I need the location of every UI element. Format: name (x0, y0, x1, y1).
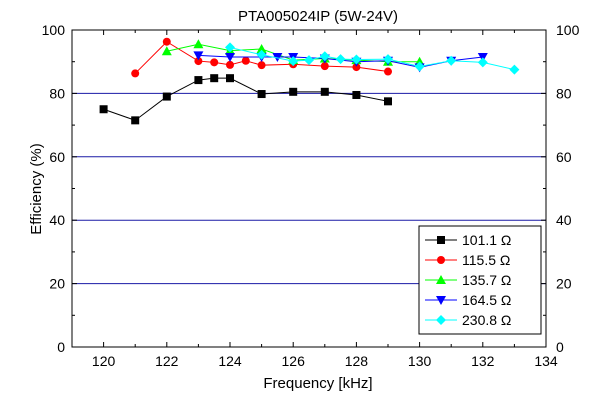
data-point (437, 236, 445, 244)
data-point (226, 60, 234, 69)
legend-item: 115.5 Ω (425, 252, 510, 268)
data-point (446, 55, 457, 66)
legend-label: 164.5 Ω (462, 292, 511, 308)
data-point (436, 275, 446, 284)
y-tick-label-right: 80 (556, 85, 572, 101)
data-point (509, 64, 520, 75)
x-tick-label: 122 (155, 353, 179, 369)
y-tick-label-left: 0 (57, 339, 65, 355)
data-point (289, 87, 298, 96)
data-point (256, 44, 267, 54)
data-point (320, 87, 329, 96)
data-point (162, 37, 171, 46)
x-tick-label: 126 (282, 353, 306, 369)
legend-label: 115.5 Ω (462, 252, 510, 268)
y-tick-label-right: 0 (556, 339, 564, 355)
data-point (225, 52, 235, 62)
legend-label: 135.7 Ω (462, 272, 511, 288)
data-point (414, 61, 425, 72)
data-point (194, 57, 203, 66)
data-point (436, 315, 446, 325)
data-point (384, 97, 392, 106)
y-tick-label-right: 60 (556, 149, 572, 165)
data-point (193, 51, 204, 61)
data-point (131, 116, 140, 125)
x-tick-label: 120 (92, 353, 116, 369)
data-point (162, 92, 171, 101)
data-point (351, 54, 362, 65)
data-point (352, 63, 361, 72)
data-point (384, 67, 392, 76)
data-point (210, 58, 219, 67)
data-point (131, 69, 140, 78)
y-tick-label-left: 40 (49, 212, 65, 228)
data-point (193, 39, 204, 49)
y-tick-label-left: 80 (49, 85, 65, 101)
series-5 (225, 42, 520, 75)
series-layer (99, 37, 520, 125)
data-point (226, 74, 234, 83)
legend-item: 101.1 Ω (425, 232, 511, 248)
data-point (304, 55, 314, 66)
data-point (319, 51, 330, 62)
legend-label: 230.8 Ω (462, 312, 511, 328)
series-line (229, 46, 515, 71)
chart-title: PTA005024IP (5W-24V) (238, 8, 398, 25)
data-point (320, 62, 329, 71)
axes: 0 0 20 20 40 40 60 60 80 80 100 100 120 122 124 126 128 1… (42, 22, 580, 369)
x-tick-label: 134 (534, 353, 558, 369)
data-point (257, 90, 266, 99)
data-point (352, 90, 361, 99)
x-tick-label: 132 (471, 353, 495, 369)
y-tick-label-right: 100 (556, 22, 580, 38)
data-point (210, 74, 219, 83)
data-point (437, 256, 445, 264)
y-tick-label-left: 20 (49, 276, 65, 292)
legend-label: 101.1 Ω (462, 232, 511, 248)
data-point (335, 54, 346, 65)
legend: 101.1 Ω 115.5 Ω 135.7 Ω 164.5 Ω 230.8 Ω (418, 225, 542, 335)
data-point (194, 76, 203, 85)
data-point (257, 61, 266, 70)
x-tick-label: 124 (218, 353, 242, 369)
data-point (477, 57, 488, 68)
y-axis-title: Efficiency (%) (28, 143, 45, 234)
y-tick-label-right: 20 (556, 276, 572, 292)
data-point (241, 56, 250, 65)
series-line (103, 77, 389, 121)
data-point (161, 46, 172, 56)
y-tick-label-left: 60 (49, 149, 65, 165)
data-point (99, 105, 108, 114)
y-tick-label-left: 100 (42, 22, 66, 38)
data-point (383, 54, 393, 65)
y-tick-label-right: 40 (556, 212, 572, 228)
legend-item: 135.7 Ω (425, 272, 511, 288)
data-point (288, 56, 299, 67)
series-1 (99, 74, 392, 125)
x-axis-title: Frequency [kHz] (263, 375, 372, 392)
x-tick-label: 130 (408, 353, 432, 369)
data-point (256, 49, 267, 60)
legend-item: 230.8 Ω (425, 312, 511, 328)
x-tick-label: 128 (345, 353, 369, 369)
legend-item: 164.5 Ω (425, 292, 511, 308)
data-point (225, 42, 235, 53)
data-point (436, 296, 446, 305)
